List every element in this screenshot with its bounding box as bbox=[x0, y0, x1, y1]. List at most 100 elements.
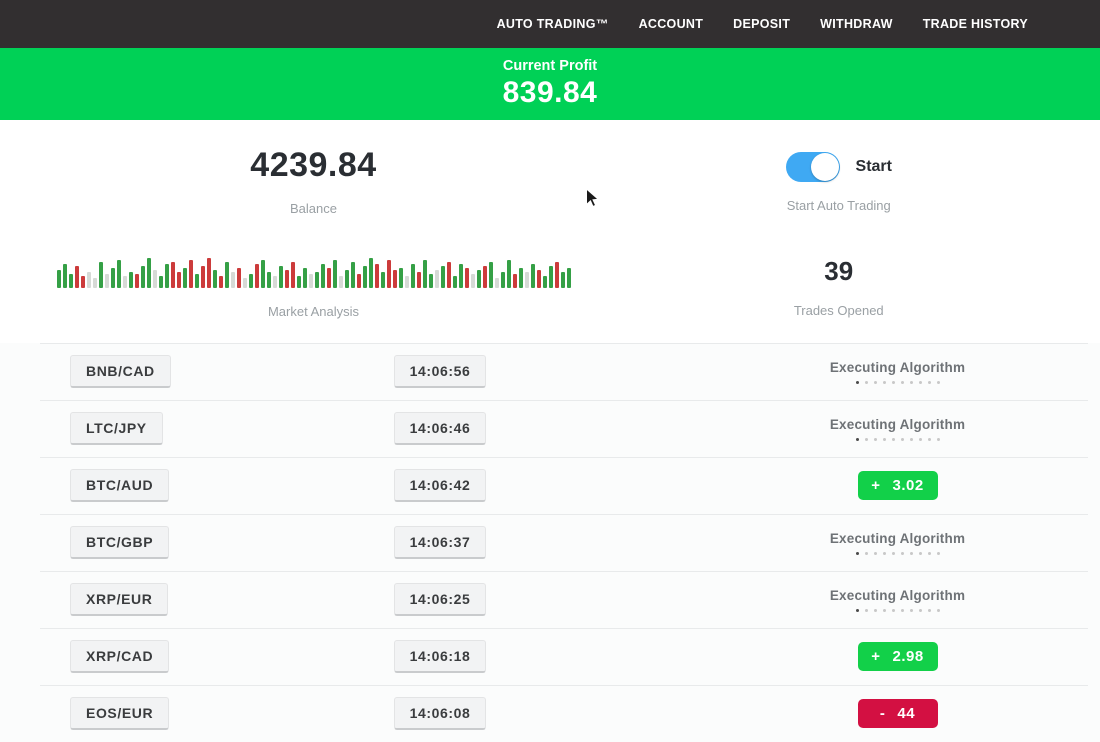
market-bar bbox=[500, 272, 505, 288]
executing-label: Executing Algorithm bbox=[829, 587, 966, 603]
progress-dot bbox=[927, 380, 931, 384]
executing-status: Executing Algorithm bbox=[830, 531, 965, 555]
market-bar bbox=[536, 270, 541, 288]
market-bar bbox=[446, 262, 451, 288]
market-bar bbox=[260, 260, 265, 288]
market-bar bbox=[506, 260, 511, 288]
progress-dot bbox=[873, 437, 877, 441]
pair-badge: XRP/EUR bbox=[70, 583, 169, 616]
progress-dot bbox=[918, 608, 922, 612]
market-bar bbox=[476, 270, 481, 288]
market-bar bbox=[182, 268, 187, 288]
table-row: EOS/EUR 14:06:08 -44 bbox=[0, 685, 1100, 742]
market-bar bbox=[488, 262, 493, 288]
market-bar bbox=[80, 276, 85, 288]
market-bar bbox=[122, 276, 127, 288]
progress-dot bbox=[900, 437, 904, 441]
progress-dot bbox=[927, 437, 931, 441]
table-row: BTC/GBP 14:06:37 Executing Algorithm bbox=[0, 514, 1100, 571]
market-bar bbox=[272, 276, 277, 288]
profit-value: 3.02 bbox=[892, 477, 924, 494]
market-bar bbox=[512, 274, 517, 288]
executing-label: Executing Algorithm bbox=[829, 530, 966, 546]
progress-dot bbox=[855, 551, 859, 555]
nav-item-withdraw[interactable]: WITHDRAW bbox=[820, 17, 893, 31]
market-bar bbox=[296, 276, 301, 288]
market-bar bbox=[194, 274, 199, 288]
profit-value: 44 bbox=[897, 705, 916, 722]
market-bar bbox=[248, 274, 253, 288]
stats-row-bottom: Market Analysis 39 Trades Opened bbox=[0, 238, 1100, 343]
progress-dot bbox=[909, 608, 913, 612]
market-bar bbox=[134, 274, 139, 288]
market-bar bbox=[224, 262, 229, 288]
market-bar bbox=[56, 270, 61, 288]
table-row: BTC/AUD 14:06:42 +3.02 bbox=[0, 457, 1100, 514]
market-bar bbox=[290, 262, 295, 288]
progress-dot bbox=[909, 380, 913, 384]
progress-dot bbox=[918, 551, 922, 555]
balance-stat: 4239.84 Balance bbox=[0, 146, 627, 238]
market-bar bbox=[200, 266, 205, 288]
nav-item-trade-history[interactable]: TRADE HISTORY bbox=[922, 17, 1028, 31]
market-bar bbox=[104, 274, 109, 288]
market-bar bbox=[554, 262, 559, 288]
trades-opened-label: Trades Opened bbox=[793, 303, 884, 318]
progress-dot bbox=[936, 437, 940, 441]
stats-row-top: 4239.84 Balance Start Start Auto Trading bbox=[0, 120, 1100, 238]
nav-item-account[interactable]: ACCOUNT bbox=[638, 17, 704, 31]
trades-opened-stat: 39 Trades Opened bbox=[627, 256, 1051, 343]
balance-label: Balance bbox=[290, 201, 337, 216]
profit-badge: +2.98 bbox=[857, 642, 938, 671]
progress-dot bbox=[891, 437, 895, 441]
progress-dot bbox=[909, 437, 913, 441]
nav-item-deposit[interactable]: DEPOSIT bbox=[733, 17, 791, 31]
time-badge: 14:06:25 bbox=[393, 583, 487, 616]
market-bar bbox=[434, 270, 439, 288]
market-bar bbox=[212, 270, 217, 288]
pair-badge: BTC/AUD bbox=[70, 469, 170, 502]
start-auto-trading-label: Start Auto Trading bbox=[786, 198, 891, 213]
market-bar bbox=[392, 270, 397, 288]
pair-badge: EOS/EUR bbox=[70, 697, 170, 730]
market-bar bbox=[230, 272, 235, 288]
pair-badge: LTC/JPY bbox=[70, 412, 163, 445]
pair-badge: BNB/CAD bbox=[70, 355, 171, 388]
market-bar bbox=[164, 264, 169, 288]
market-bar bbox=[68, 274, 73, 288]
progress-dot bbox=[882, 437, 886, 441]
market-analysis-label: Market Analysis bbox=[267, 304, 360, 319]
market-bar bbox=[62, 264, 67, 288]
progress-dots bbox=[855, 608, 940, 612]
market-bar bbox=[524, 272, 529, 288]
market-bar bbox=[188, 260, 193, 288]
market-bar bbox=[92, 278, 97, 288]
time-badge: 14:06:37 bbox=[393, 526, 487, 559]
progress-dot bbox=[900, 608, 904, 612]
market-bar bbox=[218, 276, 223, 288]
executing-status: Executing Algorithm bbox=[830, 360, 965, 384]
market-bar bbox=[350, 262, 355, 288]
market-bar bbox=[440, 266, 445, 288]
auto-trading-toggle[interactable] bbox=[785, 152, 840, 182]
profit-sign: + bbox=[871, 477, 881, 494]
balance-value: 4239.84 bbox=[250, 146, 377, 184]
market-bar bbox=[560, 272, 565, 288]
market-bar bbox=[86, 272, 91, 288]
trades-opened-value: 39 bbox=[824, 256, 854, 286]
progress-dot bbox=[882, 608, 886, 612]
market-bar bbox=[254, 264, 259, 288]
market-bar bbox=[110, 268, 115, 288]
nav-item-auto-trading[interactable]: AUTO TRADING™ bbox=[496, 17, 609, 31]
market-bar bbox=[236, 268, 241, 288]
table-row: XRP/EUR 14:06:25 Executing Algorithm bbox=[0, 571, 1100, 628]
progress-dot bbox=[873, 551, 877, 555]
current-profit-label: Current Profit bbox=[502, 58, 598, 74]
progress-dots bbox=[855, 437, 940, 441]
market-bar bbox=[452, 276, 457, 288]
executing-label: Executing Algorithm bbox=[829, 359, 966, 375]
market-bar bbox=[428, 274, 433, 288]
market-bar bbox=[368, 258, 373, 288]
progress-dots bbox=[855, 380, 940, 384]
progress-dots bbox=[855, 551, 940, 555]
